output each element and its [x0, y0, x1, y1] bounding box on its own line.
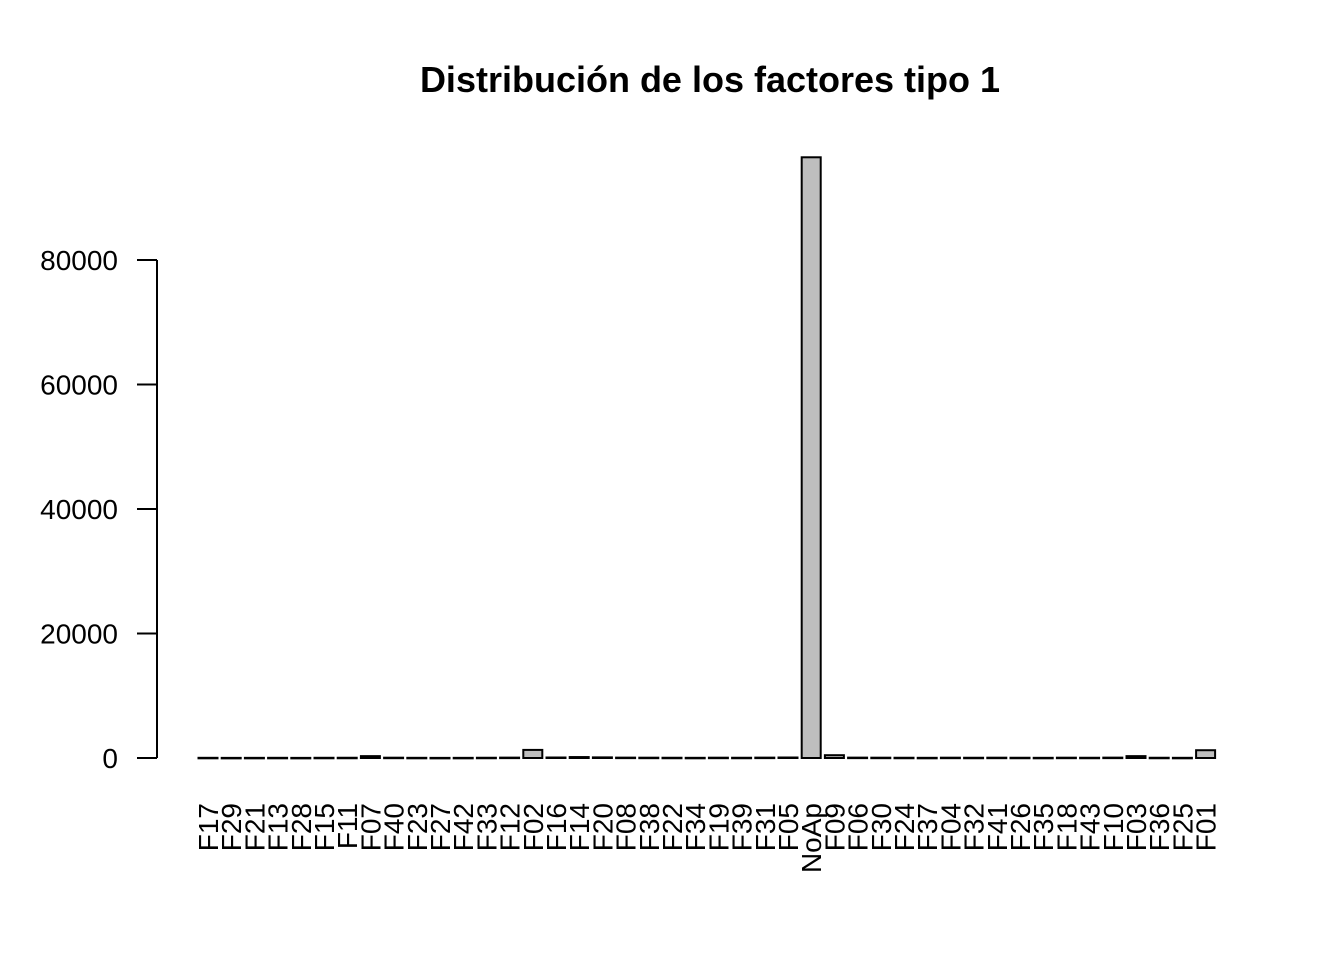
bar-f09 — [823, 754, 845, 759]
x-tick-label-f39: F39 — [727, 803, 758, 851]
x-tick-label-f25: F25 — [1167, 803, 1198, 851]
x-tick-label-f36: F36 — [1144, 803, 1175, 851]
bar-f07 — [359, 755, 381, 760]
x-tick-label-f13: F13 — [263, 803, 294, 851]
bar-f28 — [290, 756, 312, 760]
bar-f18 — [1055, 756, 1077, 760]
x-tick-label-f01: F01 — [1191, 803, 1222, 851]
x-tick-label-f03: F03 — [1121, 803, 1152, 851]
bar-f04 — [939, 756, 961, 760]
bar-f06 — [847, 756, 869, 760]
bar-f10 — [1102, 756, 1124, 760]
x-axis-labels: F17F29F21F13F28F15F11F07F40F23F27F42F33F… — [193, 803, 1222, 873]
bar-f26 — [1009, 756, 1031, 760]
bar-f34 — [684, 756, 706, 760]
x-tick-label-f09: F09 — [819, 803, 850, 851]
x-tick-label-f10: F10 — [1098, 803, 1129, 851]
bar-f39 — [731, 756, 753, 760]
x-tick-label-f17: F17 — [193, 803, 224, 851]
x-tick-label-f08: F08 — [611, 803, 642, 851]
bar-f30 — [870, 756, 892, 760]
x-tick-label-f16: F16 — [541, 803, 572, 851]
x-tick-label-f11: F11 — [332, 803, 363, 849]
x-tick-label-f19: F19 — [703, 803, 734, 851]
bar-f17 — [197, 756, 219, 760]
x-tick-label-f34: F34 — [680, 803, 711, 851]
x-tick-label-f22: F22 — [657, 803, 688, 851]
x-tick-label-f41: F41 — [982, 803, 1013, 851]
x-tick-label-f26: F26 — [1005, 803, 1036, 851]
x-tick-label-f28: F28 — [286, 803, 317, 851]
bar-f01 — [1195, 749, 1217, 759]
bar-f41 — [986, 756, 1008, 760]
x-tick-label-f04: F04 — [935, 803, 966, 851]
x-tick-label-f29: F29 — [216, 803, 247, 851]
bars — [197, 156, 1217, 760]
x-tick-label-f32: F32 — [959, 803, 990, 851]
y-tick-label: 20000 — [40, 619, 118, 650]
y-tick-label: 60000 — [40, 370, 118, 401]
bar-f23 — [406, 756, 428, 760]
x-tick-label-f15: F15 — [309, 803, 340, 851]
x-tick-label-f42: F42 — [448, 803, 479, 851]
bar-f42 — [452, 756, 474, 760]
x-tick-label-f31: F31 — [750, 803, 781, 851]
bar-noap — [800, 156, 822, 760]
x-tick-label-f20: F20 — [587, 803, 618, 851]
bar-f35 — [1032, 756, 1054, 760]
bar-f12 — [499, 756, 521, 760]
x-tick-label-f18: F18 — [1051, 803, 1082, 851]
bar-f29 — [220, 756, 242, 760]
bar-f37 — [916, 756, 938, 760]
x-tick-label-f38: F38 — [634, 803, 665, 851]
bar-f33 — [475, 756, 497, 760]
x-tick-label-noap: NoAp — [796, 803, 827, 873]
bar-f43 — [1079, 756, 1101, 760]
bar-f13 — [267, 756, 289, 760]
bar-f02 — [522, 748, 544, 759]
bar-f22 — [661, 756, 683, 760]
bar-f03 — [1125, 755, 1147, 760]
x-tick-label-f35: F35 — [1028, 803, 1059, 851]
y-axis: 0 20000 40000 60000 80000 — [40, 245, 158, 774]
bar-f14 — [568, 756, 590, 759]
x-tick-label-f27: F27 — [425, 803, 456, 851]
bar-f05 — [777, 756, 799, 760]
bar-f21 — [243, 756, 265, 760]
x-tick-label-f30: F30 — [866, 803, 897, 851]
bar-f36 — [1148, 756, 1170, 760]
bar-f38 — [638, 756, 660, 760]
bar-f20 — [591, 756, 613, 760]
x-tick-label-f40: F40 — [379, 803, 410, 851]
x-tick-label-f23: F23 — [402, 803, 433, 851]
y-tick-label: 80000 — [40, 245, 118, 276]
bar-f08 — [615, 756, 637, 760]
x-tick-label-f14: F14 — [564, 803, 595, 851]
bar-f32 — [963, 756, 985, 760]
bar-f27 — [429, 756, 451, 760]
x-tick-label-f24: F24 — [889, 803, 920, 851]
chart-title: Distribución de los factores tipo 1 — [420, 59, 1000, 100]
y-tick-label: 0 — [102, 743, 118, 774]
x-tick-label-f12: F12 — [495, 803, 526, 851]
bar-f19 — [707, 756, 729, 760]
bar-f31 — [754, 756, 776, 760]
bar-f11 — [336, 756, 358, 760]
x-tick-label-f02: F02 — [518, 803, 549, 851]
x-tick-label-f06: F06 — [843, 803, 874, 851]
bar-f15 — [313, 756, 335, 760]
bar-f24 — [893, 756, 915, 760]
bar-f25 — [1171, 756, 1193, 760]
x-tick-label-f21: F21 — [239, 803, 270, 851]
bar-f16 — [545, 756, 567, 760]
x-tick-label-f05: F05 — [773, 803, 804, 851]
y-tick-label: 40000 — [40, 494, 118, 525]
x-tick-label-f37: F37 — [912, 803, 943, 851]
bar-f40 — [383, 756, 405, 760]
x-tick-label-f07: F07 — [355, 803, 386, 851]
x-tick-label-f43: F43 — [1075, 803, 1106, 851]
x-tick-label-f33: F33 — [471, 803, 502, 851]
